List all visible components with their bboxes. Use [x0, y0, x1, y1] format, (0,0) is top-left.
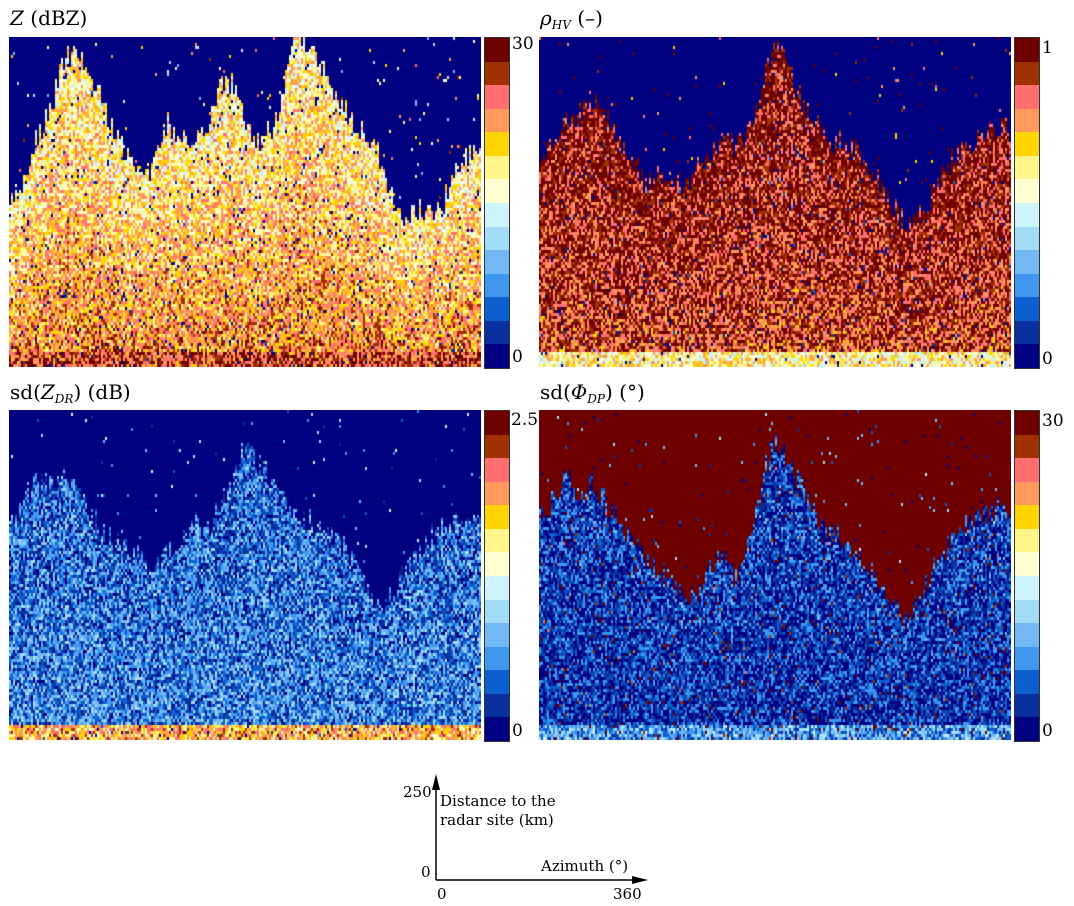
colorbar-step — [1015, 297, 1039, 321]
rhohv-colorbar-min-label: 0 — [1042, 349, 1053, 369]
colorbar-step — [485, 85, 509, 109]
axes-key-x-arrow — [632, 876, 648, 884]
colorbar-step — [485, 273, 509, 298]
rhohv-colorbar — [1014, 37, 1040, 369]
colorbar-step — [485, 575, 509, 600]
sd-phidp-heatmap — [539, 410, 1011, 740]
colorbar-step — [485, 250, 509, 274]
title-unit: ) (°) — [604, 380, 645, 404]
colorbar-step — [1015, 344, 1039, 368]
axes-key-y-label-line2: radar site (km) — [440, 811, 554, 829]
sd-zdr-colorbar — [484, 410, 510, 742]
colorbar-step — [485, 623, 509, 647]
title-subscript: DP — [587, 392, 605, 406]
z-colorbar-min-label: 0 — [512, 347, 523, 367]
colorbar-step — [1015, 528, 1039, 553]
colorbar-step — [1015, 670, 1039, 694]
title-symbol: Z — [10, 6, 24, 30]
colorbar-step — [485, 670, 509, 694]
colorbar-step — [1015, 505, 1039, 529]
colorbar-step — [1015, 552, 1039, 576]
panel-z-title: Z (dBZ) — [10, 6, 87, 30]
z-heatmap — [9, 37, 481, 367]
colorbar-step — [1015, 717, 1039, 741]
colorbar-step — [1015, 646, 1039, 671]
sd-zdr-colorbar-min-label: 0 — [512, 721, 523, 741]
title-symbol: Z — [40, 380, 55, 404]
axes-key-x-label: Azimuth (°) — [541, 857, 629, 875]
colorbar-step — [485, 505, 509, 529]
title-symbol: ρ — [540, 6, 552, 30]
axes-key-y-max-label: 250 — [403, 783, 432, 801]
colorbar-step — [485, 693, 509, 718]
title-prefix: sd( — [540, 380, 571, 404]
colorbar-step — [485, 646, 509, 671]
colorbar-step — [1015, 458, 1039, 482]
colorbar-step — [485, 717, 509, 741]
colorbar-step — [485, 179, 509, 203]
colorbar-step — [485, 344, 509, 368]
colorbar-step — [1015, 61, 1039, 86]
colorbar-step — [1015, 108, 1039, 133]
sd-phidp-colorbar — [1014, 410, 1040, 742]
panel-rhohv-title: ρHV (–) — [540, 6, 603, 32]
axes-key-x-max-label: 360 — [613, 885, 642, 903]
title-symbol: Φ — [570, 380, 588, 404]
colorbar-step — [1015, 250, 1039, 274]
colorbar-step — [1015, 132, 1039, 156]
colorbar-step — [485, 458, 509, 482]
colorbar-step — [1015, 434, 1039, 459]
colorbar-step — [1015, 179, 1039, 203]
colorbar-step — [485, 411, 509, 435]
title-subscript: HV — [551, 18, 571, 32]
colorbar-step — [1015, 481, 1039, 506]
sd-zdr-heatmap — [9, 410, 481, 740]
rhohv-heatmap — [539, 37, 1011, 367]
colorbar-step — [485, 202, 509, 227]
colorbar-step — [485, 297, 509, 321]
z-colorbar-max-label: 30 — [512, 34, 534, 54]
title-unit: (dBZ) — [23, 6, 88, 30]
colorbar-step — [1015, 273, 1039, 298]
colorbar-step — [485, 552, 509, 576]
axes-key-y-arrow — [432, 774, 440, 790]
colorbar-step — [485, 434, 509, 459]
colorbar-step — [1015, 320, 1039, 345]
sd-zdr-colorbar-max-label: 2.5 — [511, 410, 539, 430]
colorbar-step — [1015, 38, 1039, 62]
rhohv-colorbar-max-label: 1 — [1042, 38, 1053, 58]
title-prefix: sd( — [10, 380, 41, 404]
colorbar-step — [485, 61, 509, 86]
z-colorbar — [484, 37, 510, 369]
title-subscript: DR — [54, 392, 74, 406]
colorbar-step — [1015, 623, 1039, 647]
axes-key-y-min-label: 0 — [421, 863, 431, 881]
colorbar-step — [485, 528, 509, 553]
colorbar-step — [485, 226, 509, 251]
axes-key-x-min-label: 0 — [437, 885, 447, 903]
colorbar-step — [1015, 411, 1039, 435]
colorbar-step — [1015, 693, 1039, 718]
panel-sd-zdr-title: sd(ZDR) (dB) — [10, 380, 131, 406]
colorbar-step — [485, 132, 509, 156]
title-unit: ) (dB) — [73, 380, 131, 404]
colorbar-step — [485, 38, 509, 62]
panel-sd-phidp-title: sd(ΦDP) (°) — [540, 380, 645, 406]
colorbar-step — [1015, 226, 1039, 251]
colorbar-step — [1015, 85, 1039, 109]
colorbar-step — [1015, 155, 1039, 180]
colorbar-step — [1015, 202, 1039, 227]
colorbar-step — [485, 599, 509, 624]
colorbar-step — [485, 320, 509, 345]
colorbar-step — [485, 481, 509, 506]
colorbar-step — [1015, 575, 1039, 600]
title-unit: (–) — [570, 6, 603, 30]
colorbar-step — [485, 108, 509, 133]
sd-phidp-colorbar-min-label: 0 — [1042, 721, 1053, 741]
axes-key-y-label-line1: Distance to the — [440, 792, 556, 810]
colorbar-step — [1015, 599, 1039, 624]
sd-phidp-colorbar-max-label: 30 — [1042, 411, 1064, 431]
colorbar-step — [485, 155, 509, 180]
